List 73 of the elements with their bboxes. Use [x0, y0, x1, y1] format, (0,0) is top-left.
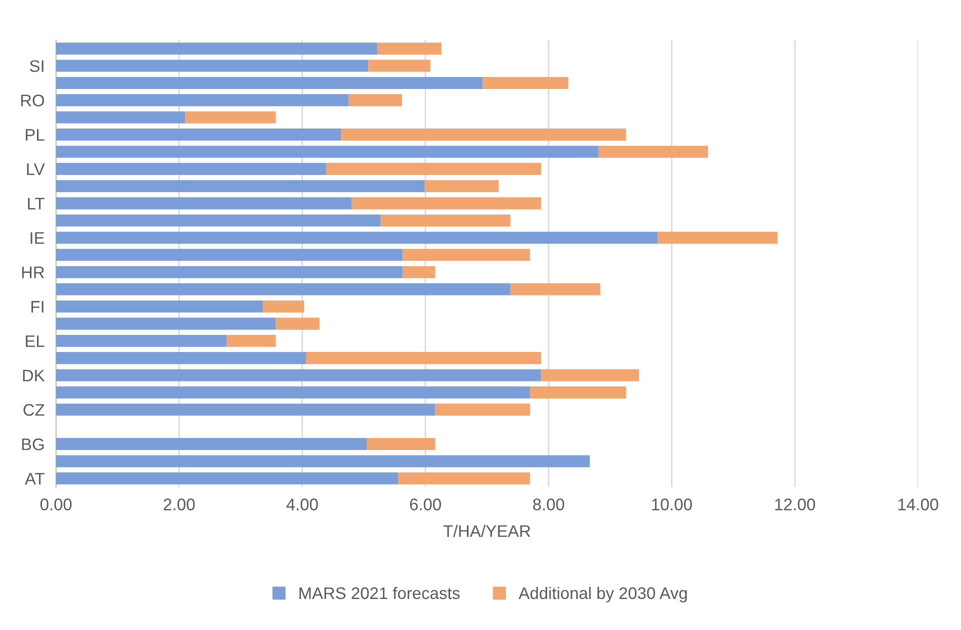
bar [352, 197, 542, 210]
bar [56, 404, 436, 416]
bar [56, 266, 403, 278]
bar [56, 472, 398, 484]
bar [56, 248, 403, 261]
bar [306, 352, 542, 364]
x-axis-title: T/HA/YEAR [443, 524, 530, 537]
bar [56, 318, 276, 330]
y-tick-label: CZ [24, 404, 44, 416]
bar [262, 300, 304, 312]
y-tick-label: FI [31, 301, 44, 313]
bar [398, 472, 530, 484]
x-tick-label: 10.00 [652, 498, 692, 510]
bar [482, 76, 568, 89]
x-tick-label: 14.00 [898, 498, 938, 510]
y-tick-label: LT [28, 198, 45, 210]
bar [56, 438, 367, 450]
bar [366, 438, 436, 450]
bar [380, 214, 510, 227]
bar [56, 352, 306, 364]
bar [56, 232, 658, 244]
x-tick-label: 6.00 [410, 498, 441, 510]
bar [56, 94, 348, 106]
x-tick-label: 8.00 [533, 498, 564, 510]
bar [185, 111, 276, 124]
x-tick-label: 12.00 [775, 498, 816, 510]
bar [56, 386, 530, 398]
x-tick-label: 2.00 [164, 498, 195, 510]
bar [326, 162, 542, 175]
y-tick-label: DK [23, 370, 45, 382]
bar [56, 283, 510, 296]
bar [658, 232, 778, 244]
bar [56, 197, 352, 210]
bar [56, 111, 186, 124]
bar [276, 318, 320, 330]
y-tick-label: SI [30, 60, 44, 72]
x-tick-label: 4.00 [286, 498, 318, 510]
bar [377, 42, 442, 55]
bar [226, 334, 276, 347]
legend-label: Additional by 2030 Avg [518, 586, 687, 602]
bar [56, 214, 380, 227]
bar [435, 404, 530, 416]
y-tick-label: HR [22, 266, 44, 278]
bar [424, 180, 499, 192]
y-tick-label: RO [21, 94, 44, 106]
bar [541, 369, 640, 382]
bar [598, 146, 708, 158]
bar [56, 300, 263, 312]
y-tick-label: AT [24, 472, 45, 484]
bar [402, 266, 436, 278]
bar [56, 76, 483, 89]
legend-label: MARS 2021 forecasts [300, 586, 460, 600]
bar [368, 60, 430, 72]
bar [56, 128, 342, 141]
bar [56, 42, 378, 55]
bar [56, 60, 368, 72]
bar [56, 180, 425, 192]
bar [341, 128, 626, 141]
bar [348, 94, 402, 106]
y-tick-label: EL [26, 335, 44, 347]
bar [402, 248, 530, 261]
bar [56, 369, 542, 382]
bar [56, 455, 590, 468]
bar [56, 162, 326, 175]
x-tick-label: 0.00 [40, 498, 72, 510]
y-tick-label: IE [30, 232, 44, 244]
bar [56, 146, 598, 158]
bar [530, 386, 626, 398]
y-tick-label: LV [27, 164, 45, 175]
y-tick-label: BG [22, 438, 44, 450]
y-tick-label: PL [26, 129, 44, 141]
bar [510, 283, 600, 296]
bar [56, 334, 227, 347]
